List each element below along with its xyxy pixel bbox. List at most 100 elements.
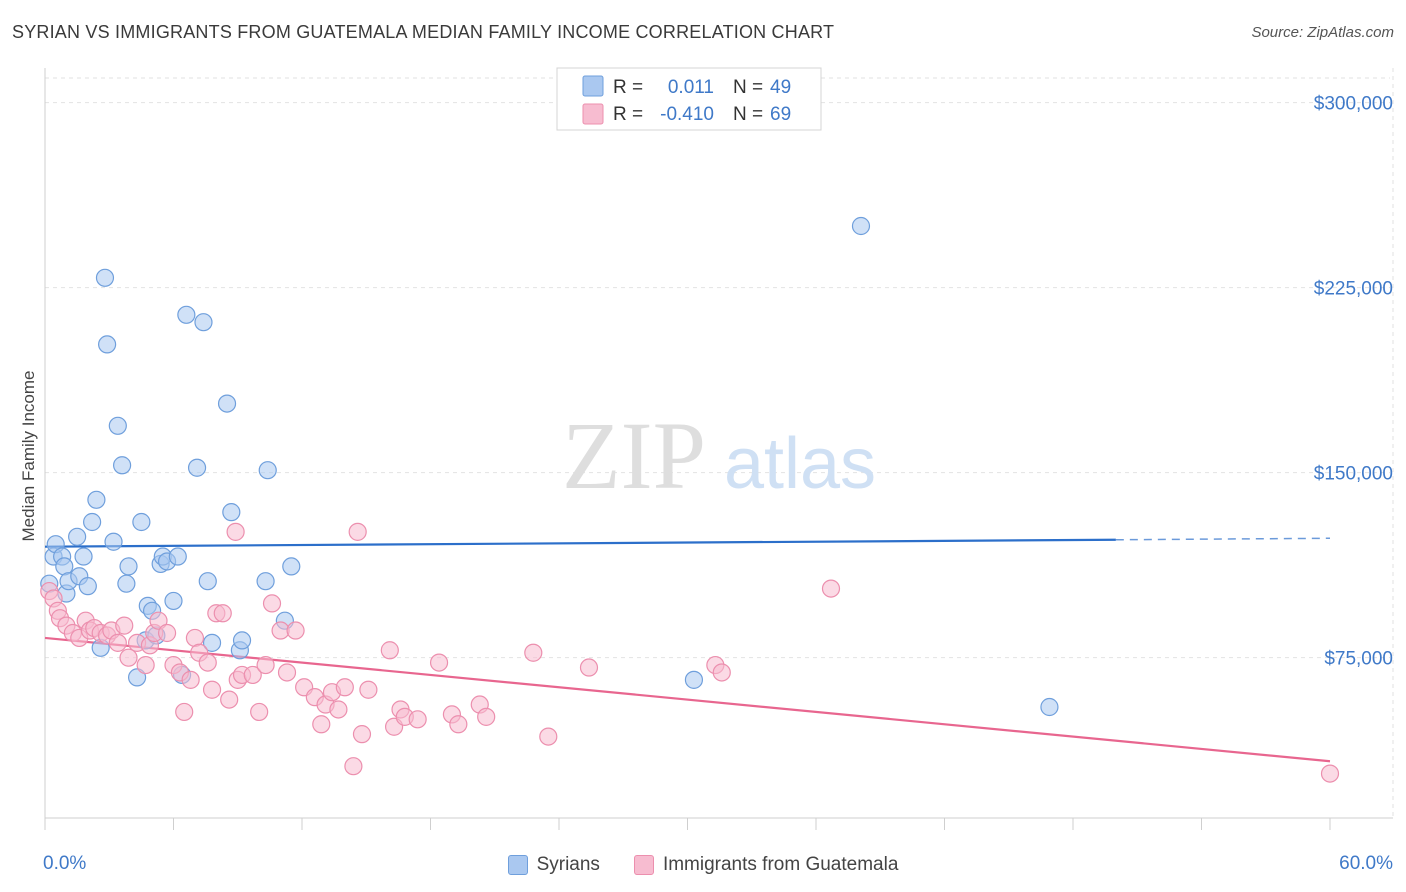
syrians-point (74, 547, 93, 566)
guatemala-point (429, 653, 449, 672)
legend-r-label-1: R = (613, 104, 643, 125)
legend-r-value-1: -0.410 (660, 104, 714, 125)
syrians-point (222, 503, 241, 522)
guatemala-point (175, 702, 194, 722)
watermark-atlas: atlas (724, 424, 876, 504)
guatemala-point (712, 663, 731, 682)
y-tick-label: $225,000 (1314, 279, 1393, 300)
guatemala-point (821, 579, 841, 598)
guatemala-point (329, 700, 348, 719)
guatemala-point (352, 725, 372, 744)
guatemala-point (220, 690, 239, 709)
syrians-point (104, 532, 123, 551)
guatemala-point (408, 710, 427, 729)
syrians-point (164, 591, 183, 611)
y-tick-label: $150,000 (1314, 464, 1393, 485)
legend-n-value-1: 69 (770, 104, 791, 125)
syrians-point (117, 574, 136, 593)
syrians-point (232, 631, 252, 650)
legend-n-label-1: N = (733, 104, 763, 125)
legend-swatch-guatemala (582, 103, 604, 125)
guatemala-point (277, 663, 297, 682)
guatemala-point (198, 653, 217, 672)
y-tick-label: $300,000 (1314, 94, 1393, 115)
watermark-zip: ZIP (562, 402, 706, 509)
syrians-point (202, 633, 222, 652)
guatemala-point (181, 670, 200, 689)
guatemala-point (335, 678, 354, 697)
legend-bottom-swatch-syrians (507, 855, 528, 875)
guatemala-point (149, 611, 168, 630)
legend-item-syrians: Syrians (507, 854, 600, 876)
syrians-point (112, 456, 132, 475)
guatemala-point (262, 594, 282, 613)
syrians-point (98, 335, 117, 354)
guatemala-point (243, 665, 262, 685)
guatemala-point (108, 633, 127, 652)
chart-source: Source: ZipAtlas.com (1251, 24, 1394, 41)
guatemala-point (250, 702, 269, 722)
syrians-trend-extension (1115, 537, 1331, 541)
guatemala-point (119, 648, 138, 667)
legend-r-value-0: 0.011 (668, 77, 714, 98)
legend-r-label-0: R = (613, 77, 643, 98)
syrians-point (1040, 697, 1059, 717)
syrians-point (684, 670, 704, 689)
chart-title: SYRIAN VS IMMIGRANTS FROM GUATEMALA MEDI… (12, 22, 835, 42)
guatemala-point (312, 715, 331, 734)
syrians-point (217, 394, 237, 413)
syrians-point (177, 305, 196, 324)
legend-n-value-0: 49 (770, 77, 791, 98)
x-tick-label-start: 0.0% (43, 853, 86, 874)
guatemala-point (524, 643, 543, 662)
guatemala-point (115, 616, 134, 635)
guatemala-point (359, 680, 378, 699)
syrians-point (187, 458, 207, 477)
syrians-trend-line (44, 538, 1116, 548)
guatemala-point (202, 680, 222, 699)
syrians-point (68, 527, 87, 546)
syrians-point (194, 313, 213, 332)
points-layer (40, 216, 1340, 783)
syrians-point (132, 512, 151, 532)
legend-n-label-0: N = (733, 77, 763, 98)
guatemala-point (449, 715, 468, 734)
y-axis-label: Median Family Income (19, 370, 38, 541)
guatemala-point (157, 623, 177, 643)
legend-swatch-syrians (582, 75, 604, 97)
syrians-point (256, 572, 275, 591)
guatemala-point (286, 621, 305, 640)
syrians-point (282, 557, 301, 576)
legend-item-guatemala: Immigrants from Guatemala (633, 854, 899, 876)
legend-label-guatemala: Immigrants from Guatemala (662, 854, 899, 875)
axis-layer: $75,000 $150,000 $225,000 $300,000 0.0% 60.0% (43, 68, 1393, 874)
guatemala-point (380, 641, 399, 660)
legend-bottom-swatch-guatemala (633, 855, 654, 875)
syrians-point (78, 577, 97, 596)
y-tick-label: $75,000 (1324, 649, 1393, 670)
watermark: ZIP atlas (562, 402, 876, 509)
syrians-point (119, 557, 138, 576)
syrians-point (198, 572, 217, 591)
guatemala-point (136, 655, 155, 675)
guatemala-point (579, 658, 599, 677)
syrians-point (95, 268, 115, 287)
x-tick-label-end: 60.0% (1339, 853, 1393, 874)
guatemala-point (477, 707, 496, 726)
syrians-point (108, 416, 127, 435)
guatemala-point (348, 522, 367, 541)
guatemala-point (1320, 764, 1340, 783)
guatemala-point (256, 655, 275, 675)
guatemala-trend-line (44, 636, 1331, 763)
legend-label-syrians: Syrians (536, 854, 600, 875)
syrians-point (83, 512, 102, 532)
syrians-point (851, 216, 871, 236)
legend-top: R = 0.011 N = 49 R = -0.410 N = 69 (556, 67, 822, 131)
syrians-point (127, 668, 147, 687)
guatemala-point (226, 522, 245, 541)
syrians-point (258, 461, 277, 480)
syrians-point (87, 490, 106, 509)
legend-bottom: Syrians Immigrants from Guatemala (0, 850, 1406, 880)
syrians-point (168, 547, 187, 566)
